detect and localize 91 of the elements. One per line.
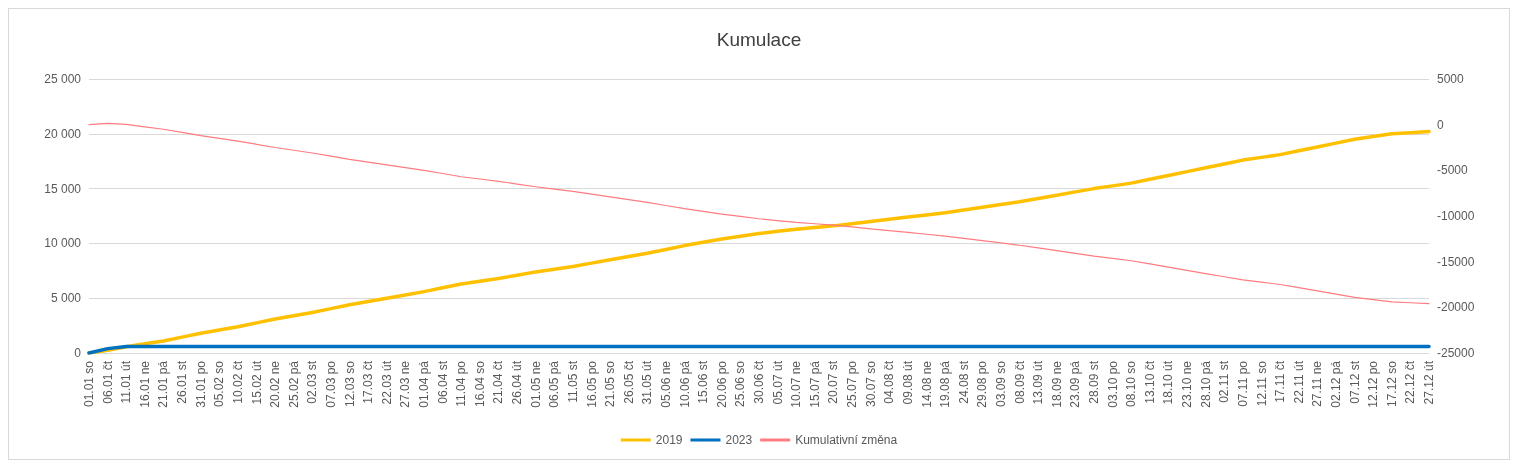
x-tick-label: 15.07 pá (807, 360, 822, 408)
x-tick-label: 12.03 so (342, 360, 357, 408)
x-tick-label: 10.02 čt (230, 360, 245, 404)
x-tick-label: 09.08 út (900, 360, 915, 405)
x-tick-label: 18.10 út (1161, 360, 1176, 405)
x-tick-label: 01.04 pá (417, 360, 431, 408)
y2-tick-label: -15000 (1437, 254, 1475, 269)
y-tick-label: 5 000 (50, 291, 82, 306)
x-tick-label: 30.07 so (863, 360, 878, 408)
x-tick-label: 05.02 so (212, 360, 227, 408)
x-tick-label: 21.01 pá (156, 360, 171, 408)
x-tick-label: 08.09 čt (1012, 360, 1027, 404)
x-tick-label: 01.05 ne (528, 360, 543, 408)
x-tick-label: 04.08 čt (882, 360, 897, 404)
x-tick-label: 03.09 so (993, 360, 1008, 408)
x-tick-label: 26.04 út (510, 360, 525, 405)
x-tick-label: 05.06 ne (658, 360, 673, 408)
x-tick-label: 24.08 st (956, 360, 971, 404)
x-tick-label: 11.05 st (565, 360, 580, 403)
x-tick-label: 12.11 so (1254, 360, 1269, 407)
x-tick-label: 25.02 pá (286, 360, 301, 408)
x-tick-label: 26.05 čt (621, 360, 636, 404)
x-tick-label: 16.05 po (584, 360, 599, 408)
x-tick-label: 23.10 ne (1180, 360, 1195, 408)
x-tick-label: 23.09 pá (1068, 360, 1083, 408)
x-tick-label: 20.07 st (826, 360, 841, 404)
x-tick-label: 05.07 út (770, 360, 785, 405)
line-series (88, 122, 1430, 305)
x-tick-label: 02.11 st (1217, 360, 1232, 403)
y-tick-label: 20 000 (44, 126, 82, 141)
x-tick-label: 16.04 so (472, 360, 487, 408)
x-tick-label: 11.04 po (454, 360, 469, 407)
x-tick-label: 22.12 čt (1403, 360, 1418, 404)
legend-label: 2023 (725, 433, 753, 447)
x-tick-label: 22.03 út (379, 360, 394, 405)
y2-tick-label: 5000 (1437, 72, 1465, 86)
x-tick-label: 21.05 so (603, 360, 618, 408)
x-tick-label: 01.01 so (82, 360, 96, 408)
x-tick-label: 31.01 po (193, 360, 208, 408)
x-tick-label: 28.10 pá (1198, 360, 1213, 408)
x-tick-label: 07.11 po (1235, 360, 1250, 407)
x-tick-label: 12.12 po (1366, 360, 1381, 408)
x-tick-label: 26.01 st (175, 360, 190, 404)
x-tick-label: 19.08 pá (938, 360, 953, 408)
x-tick-label: 16.01 ne (137, 360, 152, 408)
x-tick-label: 20.06 po (714, 360, 729, 408)
x-tick-label: 21.04 čt (491, 360, 506, 404)
x-tick-label: 06.05 pá (547, 360, 562, 408)
x-tick-label: 22.11 út (1291, 360, 1306, 404)
x-tick-label: 20.02 ne (268, 360, 283, 408)
y2-tick-label: 0 (1437, 117, 1444, 132)
x-tick-label: 29.08 po (975, 360, 990, 408)
legend-label: Kumulativní změna (795, 433, 898, 447)
x-tick-label: 17.03 čt (361, 360, 376, 404)
x-tick-label: 07.03 po (323, 360, 338, 408)
chart-title: Kumulace (716, 29, 802, 50)
x-tick-label: 27.03 ne (398, 360, 413, 408)
x-tick-label: 14.08 ne (919, 360, 934, 408)
x-tick-label: 13.10 čt (1142, 360, 1157, 404)
y2-tick-label: -25000 (1437, 346, 1475, 360)
x-tick-label: 06.04 st (435, 360, 450, 404)
x-tick-label: 13.09 út (1031, 360, 1046, 405)
x-tick-label: 25.07 po (845, 360, 860, 408)
x-tick-label: 07.12 st (1347, 360, 1362, 404)
x-tick-label: 27.11 ne (1310, 360, 1325, 407)
x-tick-label: 03.10 po (1105, 360, 1120, 408)
x-tick-label: 17.11 čt (1273, 360, 1288, 403)
x-tick-label: 15.02 út (249, 360, 264, 405)
x-tick-label: 08.10 so (1124, 360, 1139, 408)
x-tick-label: 06.01 čt (100, 360, 115, 404)
x-tick-label: 10.06 pá (677, 360, 692, 408)
y2-tick-label: -10000 (1437, 209, 1475, 223)
y-tick-label: 15 000 (44, 181, 82, 196)
x-tick-label: 10.07 ne (789, 360, 804, 408)
x-tick-label: 17.12 so (1384, 360, 1399, 408)
y-tick-label: 10 000 (44, 236, 82, 251)
y-tick-label: 0 (74, 346, 82, 360)
x-tick-label: 15.06 st (696, 360, 711, 404)
x-tick-label: 25.06 so (733, 360, 748, 408)
x-tick-label: 02.03 st (305, 360, 320, 404)
y2-tick-label: -20000 (1437, 300, 1475, 315)
y2-tick-label: -5000 (1437, 163, 1469, 178)
x-tick-label: 18.09 ne (1049, 360, 1064, 408)
legend-label: 2019 (655, 433, 683, 447)
x-tick-label: 30.06 čt (752, 360, 766, 404)
x-tick-label: 31.05 út (640, 360, 655, 405)
x-tick-label: 27.12 út (1422, 360, 1436, 405)
y-tick-label: 25 000 (44, 72, 82, 86)
x-tick-label: 28.09 st (1087, 360, 1101, 404)
x-tick-label: 11.01 út (119, 360, 134, 404)
x-tick-label: 02.12 pá (1328, 360, 1343, 408)
